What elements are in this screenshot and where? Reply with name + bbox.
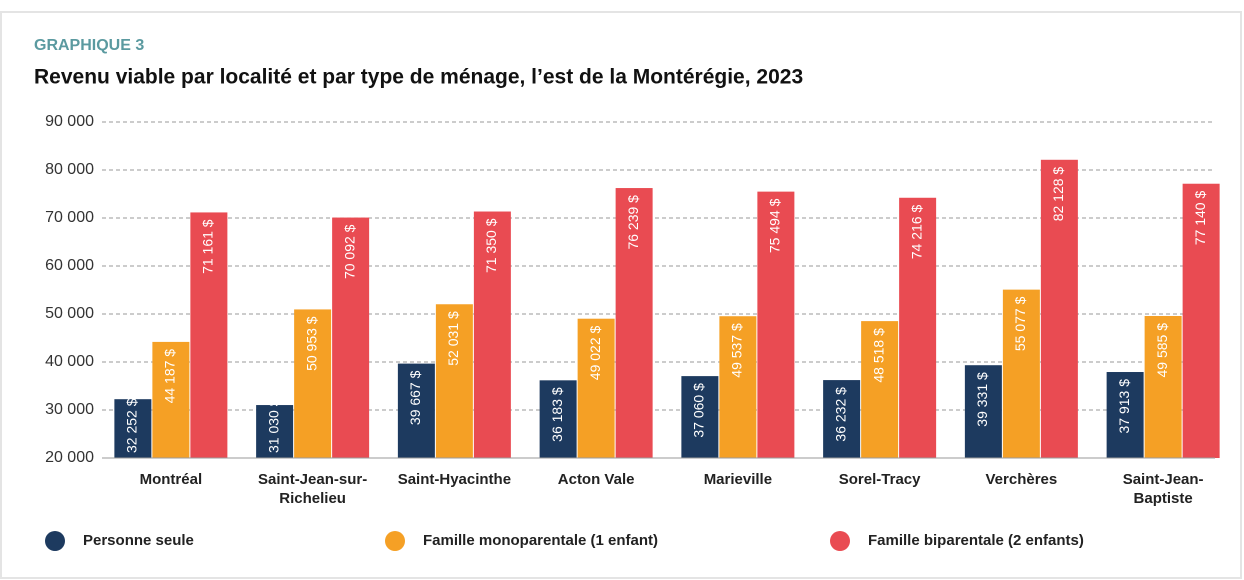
x-tick-label: Saint-Jean-sur-Richelieu	[258, 471, 368, 507]
x-tick-label: Sorel-Tracy	[838, 471, 921, 488]
bar	[332, 217, 370, 458]
y-tick-label: 20 000	[45, 449, 94, 466]
x-tick-label: Acton Vale	[557, 471, 635, 488]
y-tick-label: 60 000	[45, 257, 94, 274]
bar	[577, 318, 615, 458]
value-label: 48 518 $	[870, 328, 886, 383]
bar	[1144, 315, 1182, 458]
value-label: 39 331 $	[974, 372, 990, 427]
bar	[899, 197, 937, 459]
bar	[256, 405, 294, 458]
value-label: 31 030 $	[265, 398, 281, 453]
bar	[1040, 159, 1078, 459]
y-tick-label: 40 000	[45, 353, 94, 370]
value-label: 52 031 $	[445, 311, 461, 366]
bar	[473, 211, 511, 458]
value-label: 50 953 $	[303, 316, 319, 371]
bar	[615, 188, 653, 458]
bar	[681, 376, 719, 458]
bar	[964, 365, 1002, 458]
value-label: 71 161 $	[200, 219, 216, 274]
value-label: 37 913 $	[1116, 379, 1132, 434]
bar	[719, 316, 757, 458]
value-label: 39 667 $	[407, 370, 423, 425]
value-label: 44 187 $	[162, 349, 178, 404]
value-label: 76 239 $	[625, 195, 641, 250]
legend-label: Famille monoparentale (1 enfant)	[423, 532, 658, 549]
bar	[1002, 289, 1040, 458]
value-label: 55 077 $	[1012, 296, 1028, 351]
value-label: 49 585 $	[1154, 323, 1170, 378]
value-label: 37 060 $	[691, 383, 707, 438]
legend-swatch	[385, 531, 405, 551]
bar	[294, 309, 332, 458]
chart-title: Revenu viable par localité et par type d…	[34, 66, 803, 89]
bar	[1106, 372, 1144, 458]
legend-label: Personne seule	[83, 532, 194, 549]
y-tick-label: 50 000	[45, 305, 94, 322]
value-label: 49 537 $	[729, 323, 745, 378]
legend-swatch	[830, 531, 850, 551]
value-label: 70 092 $	[341, 224, 357, 279]
y-tick-label: 70 000	[45, 209, 94, 226]
value-label: 82 128 $	[1050, 167, 1066, 222]
y-tick-label: 30 000	[45, 401, 94, 418]
y-tick-label: 90 000	[45, 113, 94, 130]
bar	[190, 212, 228, 458]
bar	[1182, 183, 1220, 458]
value-label: 49 022 $	[587, 325, 603, 380]
value-label: 75 494 $	[767, 198, 783, 253]
value-label: 74 216 $	[908, 205, 924, 260]
x-tick-label: Saint-Jean-Baptiste	[1122, 471, 1204, 507]
frame	[0, 11, 1242, 579]
bar	[435, 304, 473, 458]
bar	[861, 321, 899, 458]
bar	[823, 380, 861, 458]
bar	[757, 191, 795, 459]
value-label: 36 232 $	[832, 387, 848, 442]
value-label: 36 183 $	[549, 387, 565, 442]
bar	[397, 363, 435, 458]
y-tick-label: 80 000	[45, 161, 94, 178]
value-label: 77 140 $	[1192, 191, 1208, 246]
legend-swatch	[45, 531, 65, 551]
legend-label: Famille biparentale (2 enfants)	[868, 532, 1084, 549]
bar	[539, 380, 577, 458]
value-label: 32 252 $	[124, 398, 140, 453]
x-tick-label: Saint-Hyacinthe	[397, 471, 512, 488]
kicker: GRAPHIQUE 3	[34, 37, 144, 54]
value-label: 71 350 $	[483, 218, 499, 273]
x-tick-label: Marieville	[703, 471, 773, 488]
x-tick-label: Montréal	[139, 471, 203, 488]
bar	[114, 399, 152, 458]
bar	[152, 341, 190, 458]
x-tick-label: Verchères	[985, 471, 1058, 488]
